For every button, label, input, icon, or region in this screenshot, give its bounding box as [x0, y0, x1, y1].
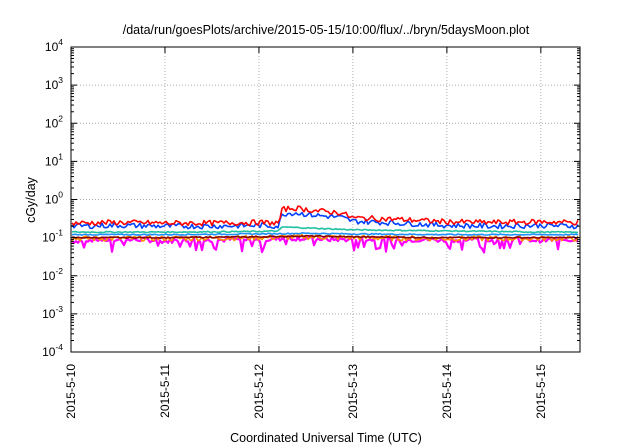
y-tick-base: 10 — [45, 193, 59, 207]
x-tick-label: 2015-5-13 — [346, 364, 360, 419]
y-tick-label: 10-2 — [42, 266, 63, 283]
y-tick-label: 103 — [45, 75, 63, 92]
y-tick-exponent: 1 — [58, 151, 63, 161]
series-line — [71, 226, 579, 234]
y-tick-label: 100 — [45, 190, 63, 207]
y-tick-base: 10 — [42, 307, 56, 321]
y-tick-label: 10-3 — [42, 304, 63, 321]
axis-ticks — [70, 46, 580, 353]
series-line — [71, 205, 579, 227]
series-line — [71, 234, 579, 239]
y-tick-base: 10 — [45, 40, 59, 54]
x-axis-label: Coordinated Universal Time (UTC) — [230, 431, 422, 445]
y-tick-base: 10 — [45, 116, 59, 130]
grid-lines — [70, 47, 580, 352]
y-tick-base: 10 — [42, 345, 56, 359]
series-line — [71, 211, 579, 230]
x-tick-label: 2015-5-12 — [252, 364, 266, 419]
y-tick-exponent: -4 — [55, 342, 63, 352]
y-tick-exponent: 3 — [58, 75, 63, 85]
x-tick-label: 2015-5-11 — [158, 364, 172, 418]
x-tick-label: 2015-5-10 — [64, 364, 78, 419]
y-tick-base: 10 — [42, 231, 56, 245]
y-axis-label: cGy/day — [24, 176, 38, 223]
y-tick-exponent: -1 — [55, 228, 63, 238]
y-tick-exponent: 2 — [58, 113, 63, 123]
y-tick-exponent: 4 — [58, 37, 63, 47]
y-tick-label: 101 — [45, 151, 63, 168]
y-tick-label: 10-1 — [42, 228, 63, 245]
series-line — [71, 232, 579, 236]
y-tick-base: 10 — [42, 269, 56, 283]
y-tick-exponent: -3 — [55, 304, 63, 314]
x-tick-label: 2015-5-14 — [440, 364, 454, 419]
y-tick-label: 102 — [45, 113, 63, 130]
series-layer — [71, 205, 579, 254]
y-tick-label: 10-4 — [42, 342, 63, 359]
series-line — [71, 235, 579, 254]
y-tick-label: 104 — [45, 37, 63, 54]
y-tick-base: 10 — [45, 154, 59, 168]
x-tick-labels: 2015-5-10 2015-5-11 2015-5-12 2015-5-13 2015… — [64, 364, 548, 419]
y-tick-base: 10 — [45, 78, 59, 92]
x-tick-label: 2015-5-15 — [534, 364, 548, 419]
y-tick-exponent: 0 — [58, 190, 63, 200]
y-tick-exponent: -2 — [55, 266, 63, 276]
chart-title: /data/run/goesPlots/archive/2015-05-15/1… — [123, 23, 530, 37]
